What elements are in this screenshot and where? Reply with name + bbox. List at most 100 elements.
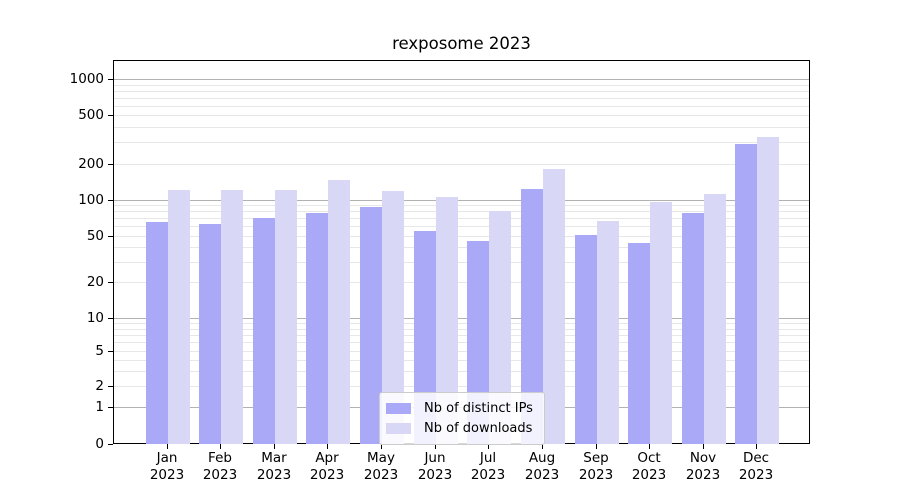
- minor-gridline: [114, 164, 809, 165]
- bar-distinct-ips-apr: [306, 213, 329, 444]
- legend: Nb of distinct IPs Nb of downloads: [379, 392, 545, 445]
- year-label: 2023: [417, 467, 453, 483]
- y-tick-label: 10: [86, 310, 104, 326]
- bar-downloads-jun: [435, 197, 458, 444]
- bar-downloads-may: [382, 191, 405, 444]
- minor-gridline: [114, 211, 809, 212]
- minor-gridline: [114, 91, 809, 92]
- bar-downloads-sep: [596, 220, 619, 444]
- minor-gridline: [114, 98, 809, 99]
- x-tick-mark: [596, 444, 597, 449]
- year-label: 2023: [578, 467, 614, 483]
- x-tick-mark: [327, 444, 328, 449]
- x-tick-label-jul: Jul 2023: [448, 450, 528, 484]
- chart-title: rexposome 2023: [392, 34, 531, 53]
- month-label: Oct: [637, 450, 661, 466]
- month-label: Jan: [156, 450, 178, 466]
- bar-distinct-ips-dec: [735, 144, 758, 444]
- bar-downloads-oct: [650, 202, 673, 444]
- y-tick-mark: [108, 318, 113, 319]
- minor-gridline: [114, 115, 809, 116]
- bar-distinct-ips-oct: [628, 243, 651, 444]
- x-tick-label-sep: Sep 2023: [556, 450, 636, 484]
- minor-gridline: [114, 329, 809, 330]
- x-tick-mark: [220, 444, 221, 449]
- minor-gridline: [114, 282, 809, 283]
- y-tick-mark: [108, 79, 113, 80]
- major-gridline: [114, 318, 809, 319]
- major-gridline: [114, 79, 809, 80]
- y-tick-label: 100: [78, 192, 104, 208]
- bar-distinct-ips-aug: [520, 189, 543, 444]
- minor-gridline: [114, 218, 809, 219]
- y-tick-label: 2: [95, 378, 104, 394]
- bar-downloads-aug: [542, 169, 565, 444]
- year-label: 2023: [363, 467, 399, 483]
- year-label: 2023: [631, 467, 667, 483]
- year-label: 2023: [685, 467, 721, 483]
- x-tick-label-apr: Apr 2023: [287, 450, 367, 484]
- month-label: Mar: [261, 450, 287, 466]
- month-label: Jun: [424, 450, 446, 466]
- minor-gridline: [114, 262, 809, 263]
- minor-gridline: [114, 360, 809, 361]
- year-label: 2023: [202, 467, 238, 483]
- x-tick-label-mar: Mar 2023: [234, 450, 314, 484]
- month-label: Aug: [528, 450, 556, 466]
- legend-swatch: [386, 422, 411, 434]
- x-tick-label-jan: Jan 2023: [127, 450, 207, 484]
- plot-area: [113, 60, 810, 444]
- y-tick-mark: [108, 236, 113, 237]
- bar-distinct-ips-mar: [252, 218, 275, 444]
- bar-distinct-ips-feb: [199, 224, 222, 444]
- year-label: 2023: [738, 467, 774, 483]
- y-tick-mark: [108, 200, 113, 201]
- major-gridline: [114, 200, 809, 201]
- minor-gridline: [114, 226, 809, 227]
- x-tick-mark: [381, 444, 382, 449]
- month-label: Dec: [742, 450, 770, 466]
- legend-label: Nb of distinct IPs: [424, 400, 533, 416]
- minor-gridline: [114, 236, 809, 237]
- x-tick-mark: [703, 444, 704, 449]
- x-tick-mark: [649, 444, 650, 449]
- y-tick-mark: [108, 164, 113, 165]
- y-tick-label: 0: [95, 436, 104, 452]
- year-label: 2023: [256, 467, 292, 483]
- year-label: 2023: [309, 467, 345, 483]
- y-tick-mark: [108, 282, 113, 283]
- minor-gridline: [114, 127, 809, 128]
- minor-gridline: [114, 142, 809, 143]
- month-label: Nov: [689, 450, 717, 466]
- x-tick-mark: [542, 444, 543, 449]
- minor-gridline: [114, 323, 809, 324]
- bar-distinct-ips-may: [360, 206, 383, 444]
- bar-distinct-ips-jun: [413, 230, 436, 444]
- minor-gridline: [114, 342, 809, 343]
- bar-downloads-mar: [274, 189, 297, 444]
- x-tick-label-aug: Aug 2023: [502, 450, 582, 484]
- legend-item: Nb of downloads: [386, 418, 536, 438]
- legend-item: Nb of distinct IPs: [386, 398, 536, 418]
- minor-gridline: [114, 351, 809, 352]
- x-tick-label-dec: Dec 2023: [716, 450, 796, 484]
- bar-distinct-ips-nov: [681, 213, 704, 444]
- bar-downloads-dec: [757, 137, 780, 444]
- month-label: Sep: [583, 450, 609, 466]
- month-label: Jul: [479, 450, 497, 466]
- bar-downloads-feb: [221, 190, 244, 444]
- x-tick-label-may: May 2023: [341, 450, 421, 484]
- minor-gridline: [114, 335, 809, 336]
- y-tick-label: 1000: [69, 71, 104, 87]
- y-tick-label: 5: [95, 343, 104, 359]
- year-label: 2023: [470, 467, 506, 483]
- month-label: Apr: [315, 450, 339, 466]
- x-tick-mark: [488, 444, 489, 449]
- minor-gridline: [114, 386, 809, 387]
- month-label: May: [367, 450, 395, 466]
- year-label: 2023: [149, 467, 185, 483]
- y-tick-mark: [108, 351, 113, 352]
- legend-swatch: [386, 402, 411, 414]
- x-tick-mark: [756, 444, 757, 449]
